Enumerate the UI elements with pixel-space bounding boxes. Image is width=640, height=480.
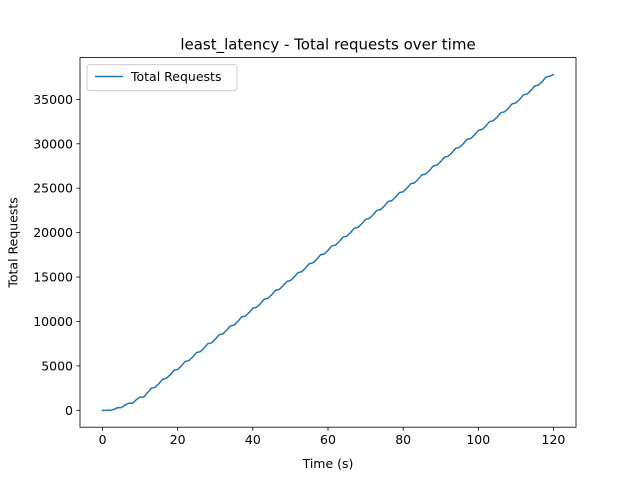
y-tick-label: 30000 [33, 136, 73, 151]
x-axis-ticks: 0 20 40 60 80 100 120 [99, 427, 566, 447]
x-tick-label: 80 [395, 432, 411, 447]
y-tick-label: 20000 [33, 225, 73, 240]
y-tick-label: 5000 [41, 358, 73, 373]
y-tick-label: 10000 [33, 314, 73, 329]
y-tick-label: 25000 [33, 181, 73, 196]
chart-title: least_latency - Total requests over time [180, 36, 475, 55]
series-line-0 [101, 73, 555, 412]
x-tick-label: 0 [99, 432, 107, 447]
x-tick-label: 100 [466, 432, 490, 447]
y-axis-label: Total Requests [6, 197, 21, 288]
plot-area [80, 57, 576, 428]
x-tick-label: 20 [170, 432, 186, 447]
y-axis-ticks: 0 5000 10000 15000 20000 25000 30000 35000 [33, 92, 80, 418]
legend: Total Requests [86, 64, 238, 92]
legend-label: Total Requests [130, 69, 221, 84]
y-tick-label: 0 [65, 403, 73, 418]
legend-box [86, 64, 238, 92]
y-tick-label: 15000 [33, 270, 73, 285]
x-tick-label: 40 [245, 432, 261, 447]
x-tick-label: 60 [320, 432, 336, 447]
x-tick-label: 120 [542, 432, 566, 447]
y-tick-label: 35000 [33, 92, 73, 107]
series-layer [101, 73, 555, 412]
x-axis-label: Time (s) [302, 456, 354, 471]
